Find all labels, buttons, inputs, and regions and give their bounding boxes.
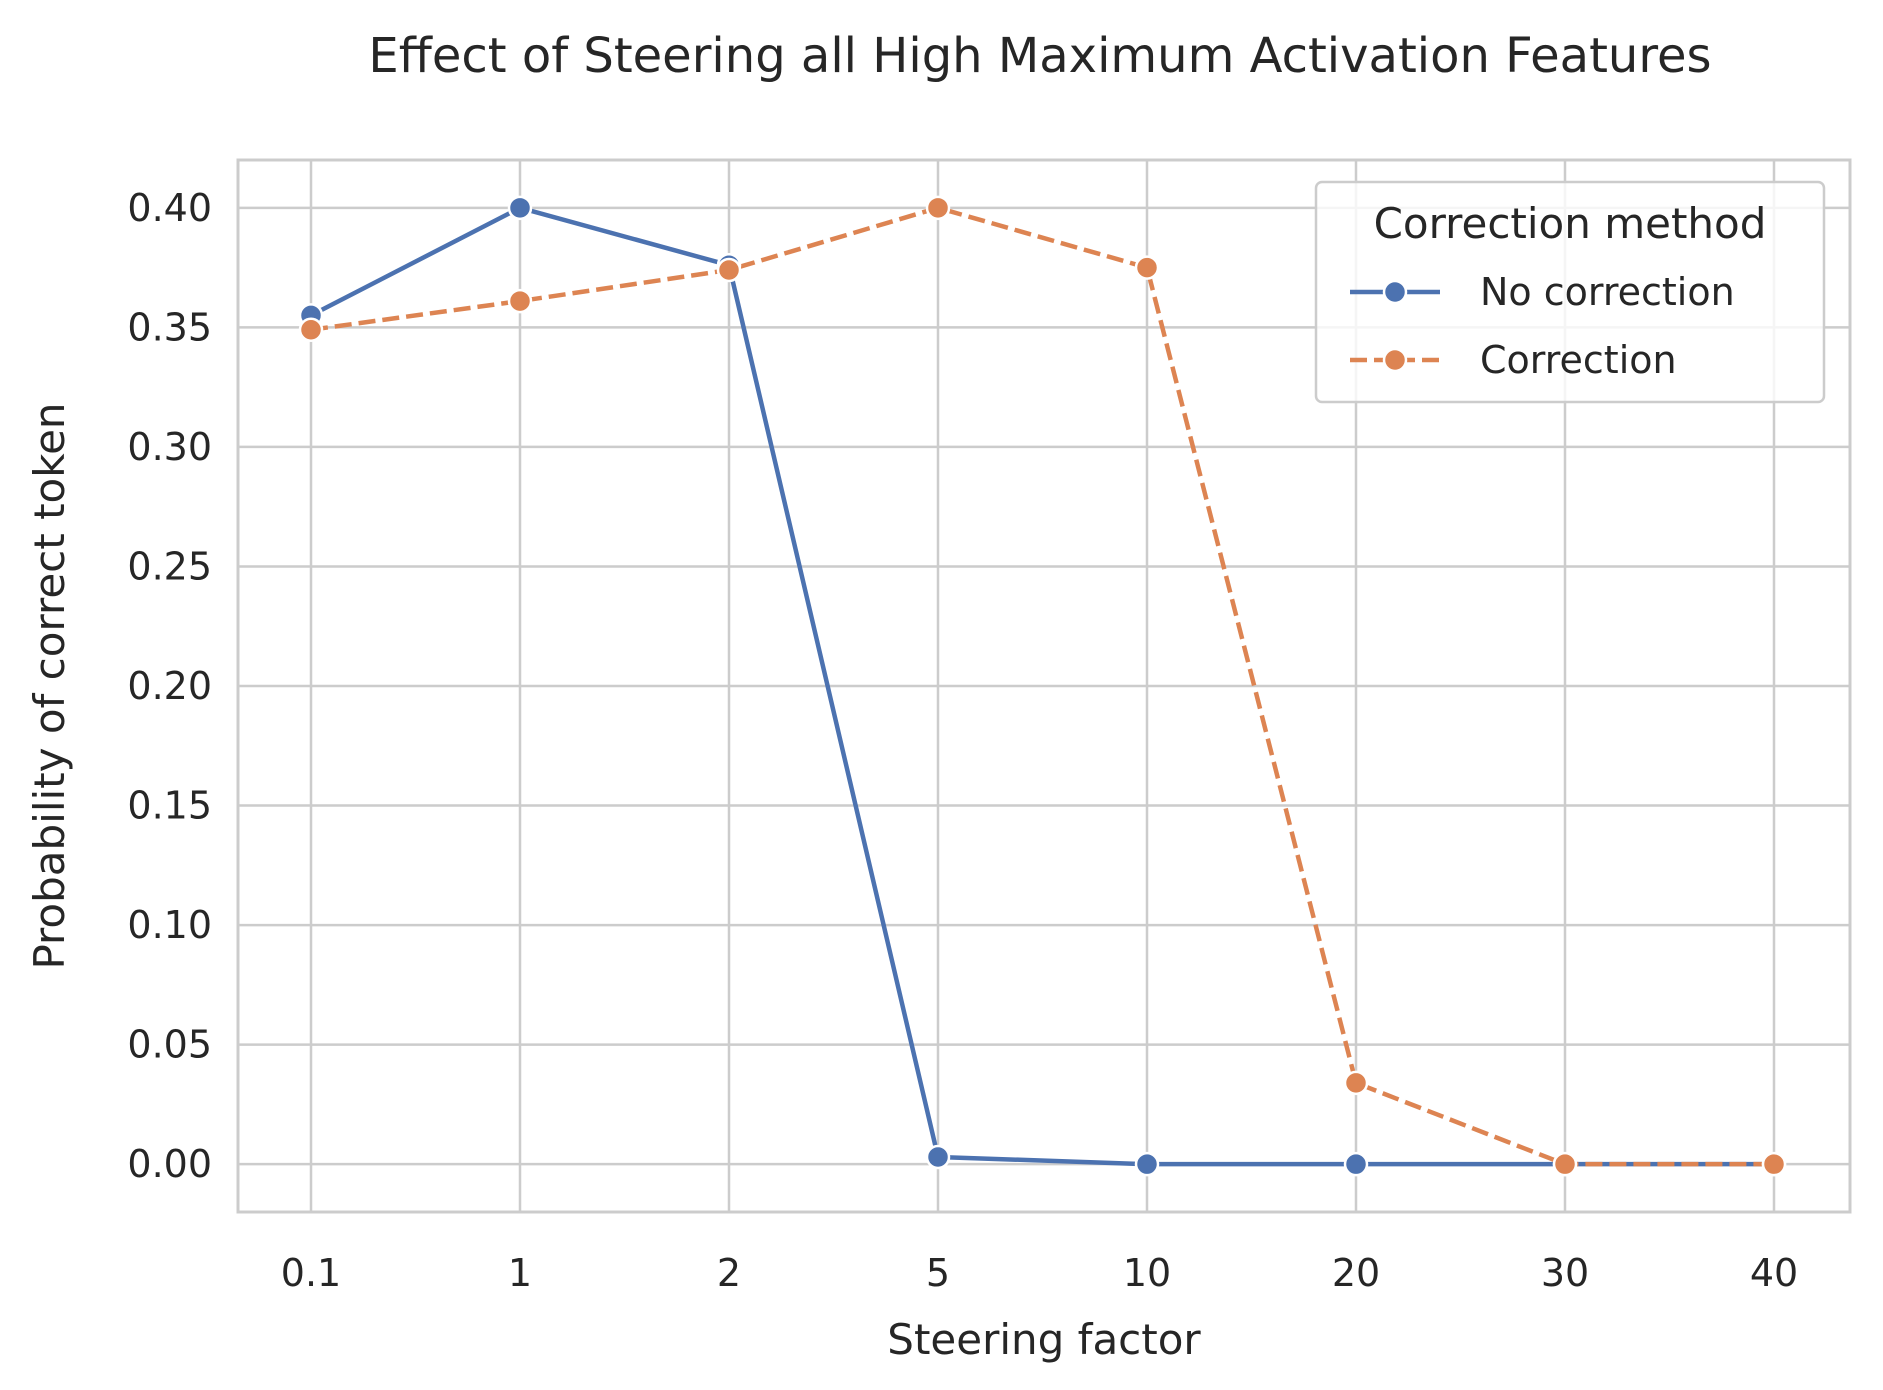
- y-tick-label: 0.00: [127, 1142, 212, 1186]
- series-line-1: [310, 205, 1774, 1167]
- x-tick-label: 30: [1541, 1251, 1589, 1295]
- y-tick-label: 0.20: [127, 664, 212, 708]
- plot-frame: [236, 158, 1852, 1214]
- data-point: [1343, 1070, 1369, 1096]
- legend-box: [1314, 180, 1826, 404]
- x-tick-label: 0.1: [281, 1251, 341, 1295]
- y-tick-label: 0.30: [127, 425, 212, 469]
- legend-marker: [1382, 279, 1408, 305]
- legend-label: Correction: [1480, 338, 1677, 382]
- data-point: [925, 1144, 951, 1170]
- y-tick-label: 0.05: [127, 1023, 212, 1067]
- y-tick-label: 0.35: [127, 305, 212, 349]
- x-tick-label: 2: [717, 1251, 741, 1295]
- x-axis-label: Steering factor: [887, 1315, 1201, 1364]
- data-point: [1343, 1151, 1369, 1177]
- x-tick-label: 20: [1332, 1251, 1380, 1295]
- data-point: [925, 195, 951, 221]
- data-point: [507, 288, 533, 314]
- legend: Correction method No correction Correctio…: [1314, 180, 1826, 404]
- data-point: [298, 317, 324, 343]
- legend-title: Correction method: [1374, 199, 1767, 248]
- x-tick-label: 40: [1750, 1251, 1798, 1295]
- x-tick-label: 10: [1123, 1251, 1171, 1295]
- data-point: [507, 195, 533, 221]
- data-point: [1134, 1151, 1160, 1177]
- series-line-0: [309, 205, 1774, 1167]
- data-point: [1761, 1151, 1787, 1177]
- y-axis-label: Probability of correct token: [25, 402, 74, 969]
- y-tick-label: 0.10: [127, 903, 212, 947]
- x-tick-label: 1: [508, 1251, 532, 1295]
- chart-title: Effect of Steering all High Maximum Acti…: [368, 28, 1711, 84]
- x-axis-ticks: 0.1 1 2 5 10 20 30 40: [281, 1251, 1798, 1295]
- legend-label: No correction: [1480, 270, 1735, 314]
- y-axis-ticks: 0.00 0.05 0.10 0.15 0.20 0.25 0.30 0.35 0.40: [127, 186, 212, 1186]
- y-tick-label: 0.40: [127, 186, 212, 230]
- y-tick-label: 0.15: [127, 784, 212, 828]
- data-point: [716, 257, 742, 283]
- y-tick-label: 0.25: [127, 544, 212, 588]
- x-tick-label: 5: [926, 1251, 950, 1295]
- legend-marker: [1382, 347, 1408, 373]
- data-point: [1134, 255, 1160, 280]
- series: [298, 195, 1787, 1177]
- grid: [238, 160, 1850, 1212]
- legend-entries: No correction Correction: [1350, 270, 1735, 382]
- data-point: [1552, 1151, 1578, 1177]
